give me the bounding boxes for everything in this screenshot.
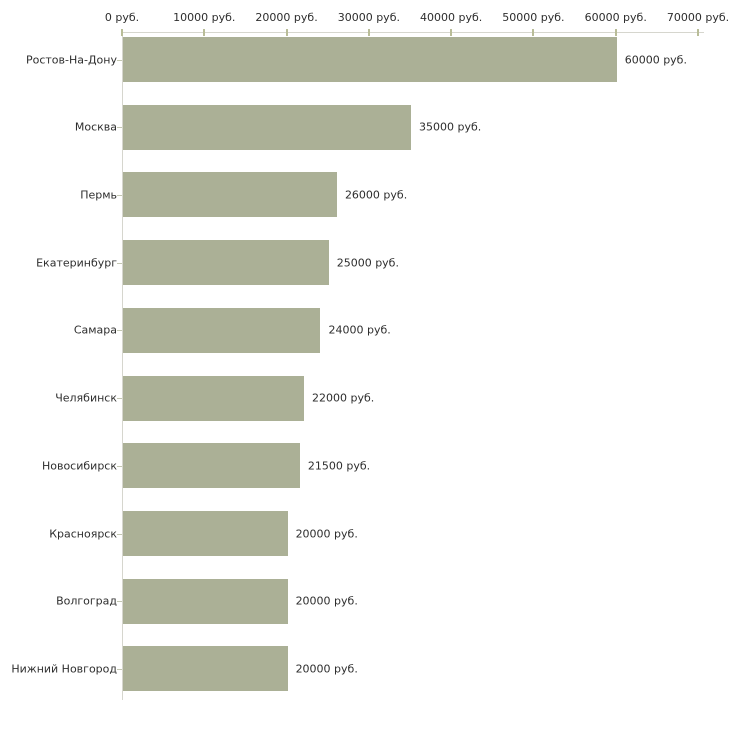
y-axis-tick-mark	[117, 601, 122, 602]
category-label: Волгоград	[56, 594, 117, 608]
x-axis-tick-label: 10000 руб.	[173, 11, 236, 24]
bar-value-label: 20000 руб.	[295, 594, 358, 608]
bar	[123, 37, 617, 82]
bar	[123, 307, 321, 353]
bar-value-label: 20000 руб.	[295, 527, 358, 541]
category-label: Челябинск	[55, 391, 117, 405]
bar	[123, 375, 305, 421]
y-axis-tick-mark	[117, 263, 122, 264]
x-axis-tick-mark	[121, 29, 123, 36]
bar-value-label: 20000 руб.	[295, 662, 358, 676]
bar-value-label: 35000 руб.	[419, 120, 482, 134]
bar	[123, 240, 329, 286]
bar-value-label: 60000 руб.	[624, 53, 687, 66]
bar	[123, 104, 411, 150]
x-axis-tick-label: 20000 руб.	[255, 11, 318, 24]
category-label: Пермь	[80, 188, 117, 202]
x-axis-tick-mark	[614, 29, 617, 36]
category-label: Екатеринбург	[36, 256, 117, 270]
category-label: Новосибирск	[41, 459, 117, 473]
y-axis-tick-mark	[117, 127, 122, 128]
y-axis-line	[122, 32, 123, 700]
bar	[123, 578, 288, 624]
bar-value-label: 24000 руб.	[328, 323, 391, 337]
x-axis-tick-mark	[367, 29, 370, 36]
y-axis-tick-mark	[117, 398, 122, 399]
x-axis-tick-mark	[532, 29, 535, 36]
y-axis-tick-mark	[117, 534, 122, 535]
bar-value-label: 25000 руб.	[336, 256, 399, 270]
bar-value-label: 26000 руб.	[344, 188, 408, 202]
category-label: Нижний Новгород	[11, 662, 117, 676]
x-axis-tick-mark	[450, 29, 453, 36]
y-axis-tick-mark	[117, 195, 122, 196]
x-axis-tick-label: 30000 руб.	[337, 11, 400, 24]
bar	[123, 172, 337, 218]
category-label: Самара	[73, 323, 117, 337]
x-axis-tick-label: 40000 руб.	[420, 11, 483, 24]
x-axis-line	[122, 32, 704, 33]
category-label: Красноярск	[49, 527, 117, 541]
x-axis-tick-mark	[203, 29, 206, 36]
category-label: Москва	[74, 120, 117, 134]
bar-value-label: 22000 руб.	[312, 391, 375, 405]
x-axis-tick-label: 60000 руб.	[584, 11, 647, 24]
category-label: Ростов-На-Дону	[25, 53, 117, 66]
x-axis-tick-label: 70000 руб.	[666, 11, 730, 24]
bar	[123, 646, 288, 692]
x-axis-tick-label: 50000 руб.	[502, 11, 565, 24]
bar	[123, 511, 288, 557]
y-axis-tick-mark	[117, 466, 122, 467]
bar-value-label: 21500 руб.	[307, 459, 371, 473]
bar	[123, 443, 300, 489]
y-axis-tick-mark	[117, 60, 122, 61]
y-axis-tick-mark	[117, 330, 122, 331]
y-axis-tick-mark	[117, 669, 122, 670]
x-axis-tick-label: 0 руб.	[104, 11, 140, 24]
x-axis-tick-mark	[285, 29, 288, 36]
x-axis-tick-mark	[697, 29, 699, 36]
